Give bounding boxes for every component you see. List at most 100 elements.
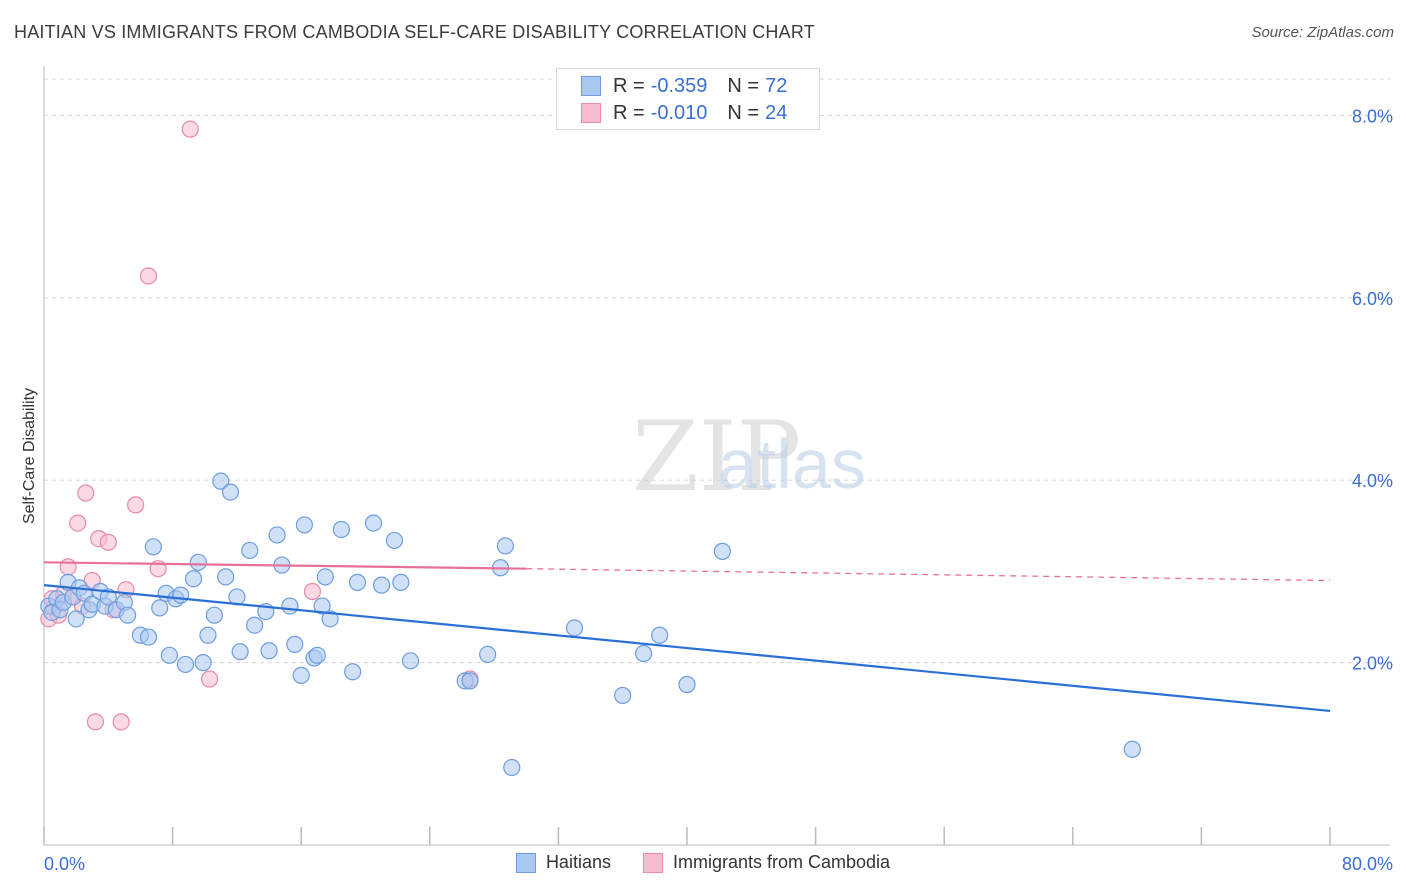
- haitians-point: [160, 646, 178, 664]
- haitians-point: [713, 542, 731, 560]
- haitians-point: [217, 568, 235, 586]
- haitians-point: [479, 645, 497, 664]
- haitians-point: [392, 573, 410, 591]
- cambodia-point: [112, 713, 130, 731]
- haitians-legend-swatch: [515, 852, 536, 873]
- haitians-point: [313, 597, 331, 615]
- haitians-point: [496, 537, 514, 555]
- haitians-point: [212, 472, 230, 490]
- haitians-point: [221, 483, 240, 501]
- haitians-point: [281, 597, 299, 615]
- haitians-point: [231, 643, 249, 661]
- haitians-point: [172, 586, 190, 604]
- n-value: 24: [765, 101, 788, 124]
- haitians-point: [634, 644, 653, 663]
- haitians-point: [189, 553, 207, 571]
- haitians-point: [245, 616, 264, 634]
- haitians-point: [292, 666, 310, 684]
- cambodia-trend-line: [43, 561, 527, 570]
- cambodia-point: [69, 514, 87, 532]
- watermark-zip: ZIP: [632, 401, 801, 513]
- y-tick-label: 8.0%: [1352, 106, 1393, 126]
- legend-item-cambodia: Immigrants from Cambodia: [642, 852, 891, 873]
- haitians-point: [144, 538, 162, 556]
- haitians-point: [321, 610, 339, 628]
- haitians-point: [151, 599, 169, 617]
- watermark-atlas: atlas: [718, 425, 866, 503]
- trend-layer: [43, 561, 1331, 713]
- haitians-point: [118, 606, 137, 624]
- y-axis-label: Self-Care Disability: [21, 387, 38, 525]
- cambodia-point: [99, 533, 117, 551]
- haitians-point: [268, 526, 286, 544]
- x-tick-label: 0.0%: [44, 854, 85, 874]
- chart-title: HAITIAN VS IMMIGRANTS FROM CAMBODIA SELF…: [14, 22, 815, 42]
- cambodia-point: [86, 713, 105, 731]
- cambodia-point: [303, 582, 322, 601]
- r-label: R =: [613, 101, 645, 124]
- haitians-point: [348, 573, 367, 591]
- legend-row-cambodia: R = -0.010 N = 24: [581, 100, 787, 126]
- haitians-point: [295, 516, 314, 534]
- legend-row-haitians: R = -0.359 N = 72: [581, 73, 787, 99]
- haitians-point: [286, 635, 304, 653]
- n-label: N =: [727, 74, 760, 97]
- haitians-point: [364, 514, 383, 532]
- series-legend: Haitians Immigrants from Cambodia: [0, 852, 1406, 873]
- haitians-point: [401, 652, 420, 670]
- cambodia-point: [139, 267, 158, 285]
- haitians-point: [308, 646, 326, 664]
- haitians-point: [205, 606, 223, 624]
- haitians-point: [67, 610, 85, 628]
- cambodia-point: [200, 670, 219, 688]
- correlation-legend: R = -0.359 N = 72 R = -0.010 N = 24: [556, 68, 820, 130]
- cambodia-point: [59, 558, 77, 576]
- y-tick-label: 2.0%: [1352, 654, 1393, 674]
- grid-layer: [44, 78, 1390, 664]
- haitians-point: [241, 541, 259, 560]
- haitians-point: [614, 686, 632, 705]
- n-value: 72: [765, 74, 788, 97]
- haitians-point: [316, 568, 334, 586]
- haitians-point: [199, 626, 217, 644]
- haitians-point: [332, 520, 350, 539]
- x-tick-label: 80.0%: [1342, 854, 1393, 874]
- r-value: -0.010: [650, 101, 708, 124]
- y-tick-label: 6.0%: [1352, 289, 1393, 309]
- r-label: R =: [613, 74, 645, 97]
- cambodia-point: [77, 484, 95, 502]
- haitians-point: [176, 655, 195, 674]
- haitians-point: [372, 576, 391, 594]
- haitians-point: [344, 663, 362, 681]
- haitians-point: [194, 654, 212, 672]
- tick-label-layer: 2.0% 4.0% 6.0% 8.0% 0.0% 80.0%: [44, 106, 1393, 874]
- haitians-point: [260, 642, 278, 660]
- haitians-point: [565, 619, 584, 637]
- cambodia-legend-swatch: [642, 852, 663, 873]
- source-label: Source: ZipAtlas.com: [1251, 24, 1394, 41]
- haitians-point: [1123, 740, 1141, 758]
- n-label: N =: [727, 101, 760, 124]
- r-value: -0.359: [650, 74, 708, 97]
- haitians-swatch: [581, 76, 601, 96]
- legend-label-cambodia: Immigrants from Cambodia: [672, 852, 891, 872]
- legend-item-haitians: Haitians: [515, 852, 611, 873]
- axes-layer: [43, 66, 1390, 846]
- haitians-point: [99, 588, 117, 606]
- watermark: ZIP atlas: [632, 401, 866, 513]
- haitians-point: [461, 672, 479, 690]
- legend-label-haitians: Haitians: [545, 852, 611, 872]
- points-layer: [40, 120, 1141, 777]
- cambodia-trend-extension: [526, 568, 1331, 582]
- cambodia-swatch: [581, 103, 601, 123]
- haitians-point: [503, 758, 521, 777]
- y-tick-label: 4.0%: [1352, 471, 1393, 491]
- haitians-trend-line: [43, 584, 1331, 713]
- haitians-point: [651, 626, 669, 644]
- haitians-point: [184, 570, 203, 588]
- cambodia-point: [127, 496, 145, 514]
- haitians-point: [678, 675, 696, 694]
- haitians-point: [139, 628, 158, 646]
- cambodia-point: [181, 120, 199, 138]
